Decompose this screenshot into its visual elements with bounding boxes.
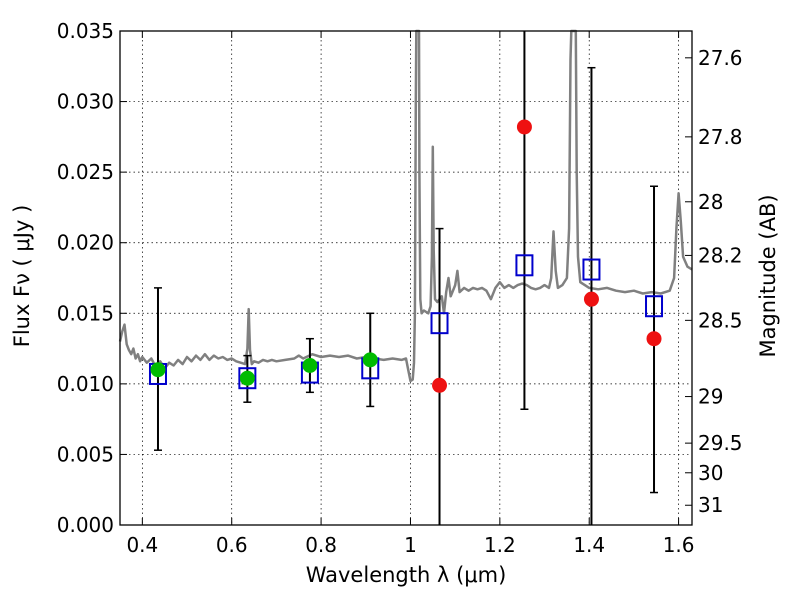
plot-frame bbox=[119, 30, 693, 526]
axis-ticks: 0.4 0.6 0.8 1 1.2 1.4 1.6 0.000 0.005 0.010 0.015 0… bbox=[57, 19, 743, 557]
right-tick-label: 29.5 bbox=[698, 431, 743, 455]
x-tick-label: 0.6 bbox=[216, 533, 248, 557]
detection-point bbox=[239, 370, 255, 386]
non-detection-point bbox=[432, 377, 448, 393]
right-tick-label: 30 bbox=[698, 461, 723, 485]
right-tick-label: 28.5 bbox=[698, 308, 743, 332]
right-tick-label: 28 bbox=[698, 190, 723, 214]
non-detection-point bbox=[583, 291, 599, 307]
y-tick-label: 0.005 bbox=[57, 442, 114, 466]
right-tick-label: 28.2 bbox=[698, 243, 743, 267]
y-tick-label: 0.020 bbox=[57, 231, 114, 255]
y-tick-label: 0.000 bbox=[57, 513, 114, 537]
x-tick-label: 0.4 bbox=[126, 533, 158, 557]
y-tick-label: 0.010 bbox=[57, 372, 114, 396]
y-tick-label: 0.030 bbox=[57, 90, 114, 114]
right-tick-label: 29 bbox=[698, 385, 723, 409]
model-band-square bbox=[515, 254, 534, 277]
model-band-square bbox=[582, 258, 601, 281]
right-tick-label: 27.8 bbox=[698, 125, 743, 149]
x-tick-label: 0.8 bbox=[305, 533, 337, 557]
x-tick-label: 1.4 bbox=[573, 533, 605, 557]
detection-point bbox=[362, 352, 378, 368]
y-tick-label: 0.025 bbox=[57, 160, 114, 184]
right-tick-label: 27.6 bbox=[698, 46, 743, 70]
right-tick-label: 31 bbox=[698, 493, 723, 517]
x-tick-label: 1 bbox=[404, 533, 417, 557]
detection-point bbox=[150, 362, 166, 378]
model-band-square bbox=[238, 367, 257, 390]
x-axis-title: Wavelength λ (μm) bbox=[306, 563, 507, 587]
y-axis-title: Flux Fν ( μJy ) bbox=[10, 205, 34, 348]
model-band-square bbox=[645, 295, 664, 318]
spectrum-layer bbox=[118, 29, 693, 383]
grid-lines bbox=[120, 30, 692, 526]
non-detection-point bbox=[646, 331, 662, 347]
data-markers bbox=[148, 119, 664, 393]
x-tick-label: 1.6 bbox=[663, 533, 695, 557]
error-bars bbox=[153, 31, 659, 525]
y-tick-label: 0.035 bbox=[57, 19, 114, 43]
non-detection-point bbox=[516, 119, 532, 135]
right-axis-title: Magnitude (AB) bbox=[756, 194, 780, 357]
y-tick-label: 0.015 bbox=[57, 301, 114, 325]
spectrum-line bbox=[118, 29, 693, 383]
model-band-square bbox=[430, 312, 449, 335]
detection-point bbox=[302, 358, 318, 374]
x-tick-label: 1.2 bbox=[484, 533, 516, 557]
